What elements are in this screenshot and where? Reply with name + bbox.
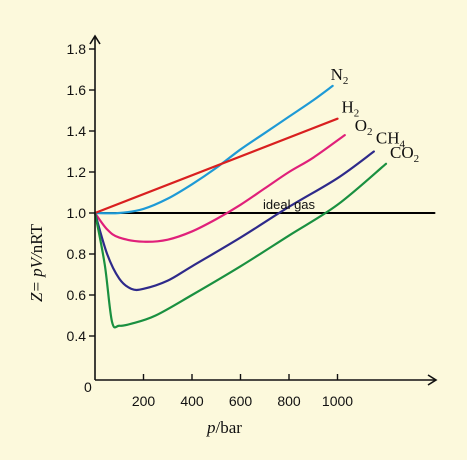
x-axis-title: p/bar	[206, 418, 242, 437]
x-tick-label: 1000	[322, 393, 353, 409]
y-axis-title-main: Z= pV/	[27, 251, 46, 302]
y-tick-label: 0.4	[67, 328, 87, 344]
x-tick-label: 600	[229, 393, 253, 409]
x-tick-label: 200	[132, 393, 156, 409]
y-axis-title-rest: nRT	[27, 223, 46, 253]
series-label-h2: H2	[342, 98, 360, 120]
series-label-n2: N2	[331, 65, 349, 87]
y-tick-label: 1.6	[67, 82, 87, 98]
series-line-ch4	[93, 150, 375, 292]
series-label-ch4: CH4	[376, 129, 406, 151]
series-label-co2: CO2	[390, 143, 419, 165]
y-tick-label: 1.2	[67, 164, 87, 180]
y-tick-label: 1.0	[67, 205, 87, 221]
y-axis-arrow	[89, 34, 101, 45]
y-tick-label: 1.8	[67, 41, 87, 57]
axes	[89, 34, 438, 386]
series-line-n2	[93, 84, 334, 215]
x-axis-title-unit: /bar	[216, 418, 243, 437]
x-axis-arrow	[427, 374, 438, 386]
origin-label: 0	[84, 379, 92, 395]
series-label-o2: O2	[355, 116, 373, 138]
x-axis-title-var: p	[206, 418, 216, 437]
y-tick-label: 1.4	[67, 123, 87, 139]
x-tick-label: 400	[180, 393, 204, 409]
series-line-o2	[93, 134, 346, 243]
annotation-ideal-gas: ideal gas	[263, 197, 316, 212]
series-line-h2	[93, 117, 339, 215]
y-axis-title: Z= pV/nRT	[27, 223, 46, 302]
series-group	[93, 84, 436, 329]
x-tick-label: 800	[277, 393, 301, 409]
ticks: 0.4 0.6 0.8 1.0 1.2 1.4 1.6 1.8 200 400 600 800 1000	[67, 41, 354, 409]
series-line-co2	[93, 162, 388, 329]
y-tick-label: 0.6	[67, 287, 87, 303]
y-tick-label: 0.8	[67, 246, 87, 262]
